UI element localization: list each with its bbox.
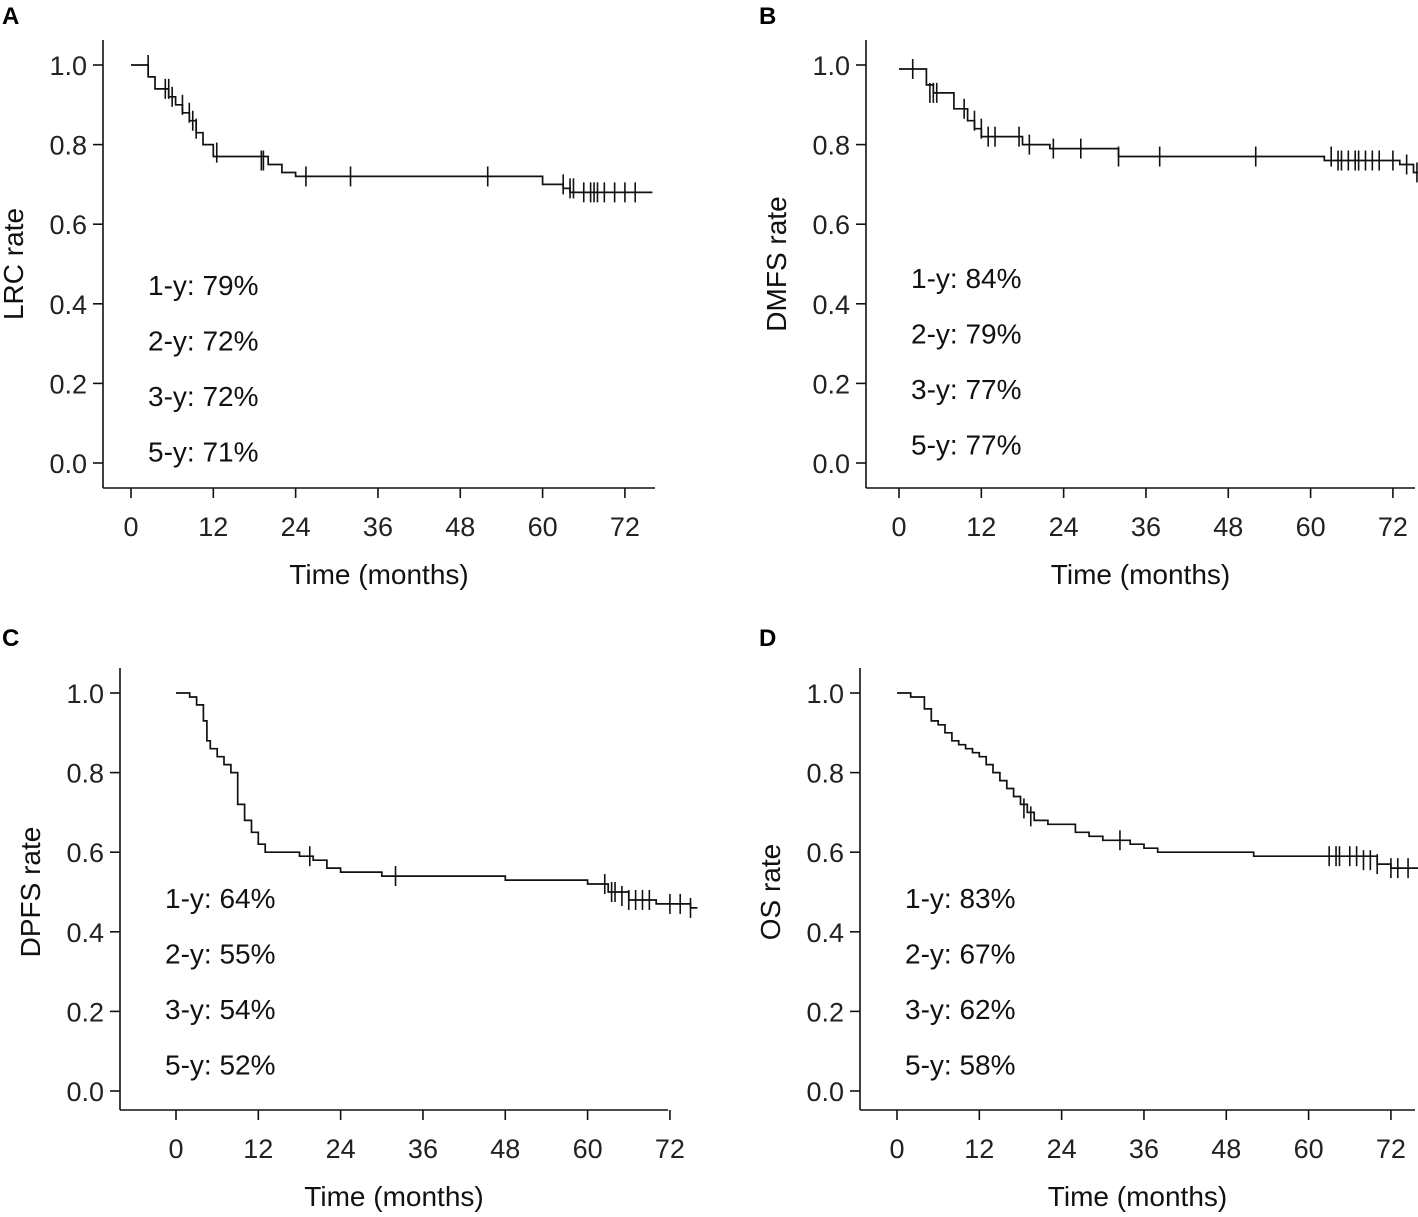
y-tick-label: 0.8 (812, 131, 850, 161)
y-axis-title: LRC rate (0, 208, 29, 320)
x-tick-label: 0 (891, 512, 906, 542)
x-tick-label: 60 (1296, 512, 1326, 542)
chart-svg-d: D 0.0 0.2 0.4 0.6 0.8 1.0 0 12 24 36 48 60 72 Time (mo… (755, 625, 1418, 1212)
survival-annotation: 3-y: 72% (148, 381, 259, 412)
x-tick-label: 60 (1294, 1134, 1324, 1164)
y-tick-label: 0.2 (812, 369, 850, 399)
y-tick-label: 0.6 (812, 210, 850, 240)
survival-curve (131, 64, 653, 194)
survival-annotation: 2-y: 72% (148, 326, 259, 357)
survival-annotation: 2-y: 79% (911, 319, 1022, 350)
x-tick-label: 36 (408, 1134, 438, 1164)
x-axis-title: Time (months) (1051, 559, 1230, 590)
x-tick-label: 60 (573, 1134, 603, 1164)
y-tick-label: 0.0 (66, 1077, 104, 1107)
y-tick-label: 1.0 (66, 679, 104, 709)
panel-c: C 0.0 0.2 0.4 0.6 0.8 1.0 0 12 24 36 48 60 72 Time (mo… (0, 608, 709, 1217)
x-tick-label: 0 (889, 1134, 904, 1164)
survival-annotation: 2-y: 67% (905, 939, 1016, 970)
chart-svg-c: C 0.0 0.2 0.4 0.6 0.8 1.0 0 12 24 36 48 60 72 Time (mo… (2, 625, 698, 1212)
x-tick-label: 0 (123, 512, 138, 542)
x-axis-title: Time (months) (1048, 1181, 1227, 1212)
x-tick-label: 24 (326, 1134, 356, 1164)
survival-annotation: 1-y: 84% (911, 263, 1022, 294)
x-tick-label: 48 (1211, 1134, 1241, 1164)
y-tick-label: 0.4 (806, 918, 844, 948)
y-tick-label: 1.0 (812, 51, 850, 81)
x-tick-label: 72 (610, 512, 640, 542)
survival-annotation: 2-y: 55% (165, 939, 276, 970)
y-tick-label: 0.8 (806, 759, 844, 789)
panel-a: A 0.0 0.2 0.4 0.6 0.8 1.0 0 12 24 36 48 60 72 Time (mo… (0, 0, 709, 608)
x-tick-label: 72 (1376, 1134, 1406, 1164)
survival-annotation: 3-y: 77% (911, 374, 1022, 405)
panel-letter-c: C (2, 625, 19, 652)
panel-b: B 0.0 0.2 0.4 0.6 0.8 1.0 0 12 24 36 48 60 72 Time (mo… (709, 0, 1418, 608)
x-tick-label: 48 (490, 1134, 520, 1164)
y-tick-label: 0.4 (812, 290, 850, 320)
y-tick-label: 1.0 (49, 51, 87, 81)
survival-annotation: 3-y: 54% (165, 994, 276, 1025)
x-tick-label: 60 (528, 512, 558, 542)
x-tick-label: 24 (1049, 512, 1079, 542)
x-tick-label: 72 (1378, 512, 1408, 542)
x-tick-label: 12 (243, 1134, 273, 1164)
survival-annotation: 5-y: 77% (911, 430, 1022, 461)
x-tick-label: 36 (1131, 512, 1161, 542)
x-tick-label: 24 (1047, 1134, 1077, 1164)
y-tick-label: 0.6 (66, 838, 104, 868)
chart-svg-b: B 0.0 0.2 0.4 0.6 0.8 1.0 0 12 24 36 48 60 72 Time (mo… (759, 3, 1418, 590)
survival-annotation: 1-y: 83% (905, 883, 1016, 914)
survival-annotation: 5-y: 71% (148, 437, 259, 468)
y-tick-label: 0.2 (66, 997, 104, 1027)
x-tick-label: 12 (198, 512, 228, 542)
survival-curve (899, 68, 1418, 174)
x-tick-label: 48 (445, 512, 475, 542)
x-tick-label: 0 (168, 1134, 183, 1164)
x-tick-label: 24 (281, 512, 311, 542)
x-axis-title: Time (months) (304, 1181, 483, 1212)
chart-svg-a: A 0.0 0.2 0.4 0.6 0.8 1.0 0 12 24 36 48 60 72 Time (mo… (0, 3, 655, 590)
y-tick-label: 0.8 (66, 759, 104, 789)
x-tick-label: 36 (1129, 1134, 1159, 1164)
y-tick-label: 0.8 (49, 131, 87, 161)
y-tick-label: 0.6 (806, 838, 844, 868)
y-tick-label: 0.0 (49, 449, 87, 479)
y-tick-label: 0.0 (806, 1077, 844, 1107)
y-tick-label: 0.2 (806, 997, 844, 1027)
y-tick-label: 0.4 (66, 918, 104, 948)
survival-annotation: 5-y: 58% (905, 1050, 1016, 1081)
y-axis-title: OS rate (755, 844, 786, 940)
panel-letter-a: A (2, 3, 19, 30)
y-tick-label: 0.4 (49, 290, 87, 320)
panel-letter-d: D (759, 625, 776, 652)
y-tick-label: 0.0 (812, 449, 850, 479)
y-tick-label: 1.0 (806, 679, 844, 709)
survival-annotation: 3-y: 62% (905, 994, 1016, 1025)
x-tick-label: 48 (1213, 512, 1243, 542)
y-tick-label: 0.6 (49, 210, 87, 240)
y-tick-label: 0.2 (49, 369, 87, 399)
x-tick-label: 36 (363, 512, 393, 542)
x-tick-label: 72 (655, 1134, 685, 1164)
panel-letter-b: B (759, 3, 776, 30)
x-axis-title: Time (months) (289, 559, 468, 590)
panel-d: D 0.0 0.2 0.4 0.6 0.8 1.0 0 12 24 36 48 60 72 Time (mo… (709, 608, 1418, 1217)
survival-curve (897, 692, 1418, 869)
y-axis-title: DPFS rate (15, 827, 46, 958)
survival-annotation: 5-y: 52% (165, 1050, 276, 1081)
y-axis-title: DMFS rate (761, 196, 792, 331)
x-tick-label: 12 (966, 512, 996, 542)
survival-curve (176, 692, 698, 909)
survival-annotation: 1-y: 79% (148, 270, 259, 301)
x-tick-label: 12 (964, 1134, 994, 1164)
survival-annotation: 1-y: 64% (165, 883, 276, 914)
